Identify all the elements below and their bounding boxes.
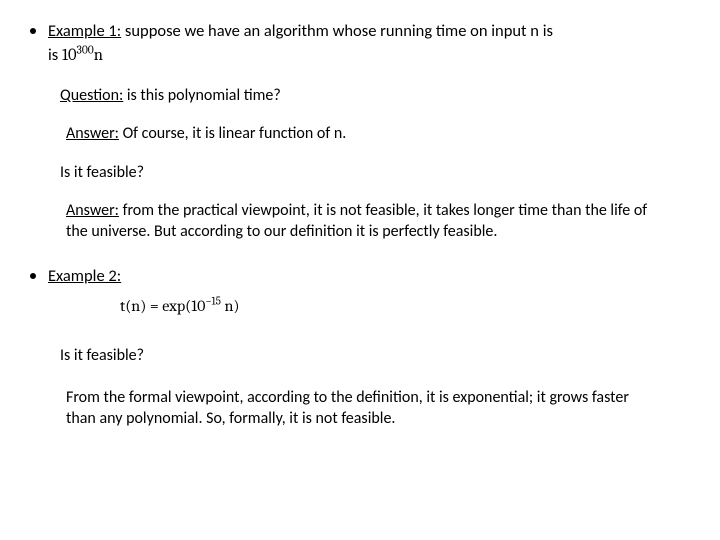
question-1-label: Question: (60, 86, 123, 105)
answer-2: Answer: from the practical viewpoint, it… (66, 200, 670, 243)
answer-2-text: from the practical viewpoint, it is not … (66, 201, 647, 242)
question-3: Is it feasible? (60, 345, 690, 367)
answer-2-label: Answer: (66, 201, 119, 220)
example-2-heading: Example 2: (30, 265, 690, 287)
question-1-text: is this polynomial time? (123, 86, 281, 105)
bullet-icon (30, 273, 36, 279)
example-1-formula: is 10300n (48, 45, 103, 65)
formula-exp: 300 (77, 43, 94, 56)
bullet-icon (30, 28, 36, 34)
answer-1-text: Of course, it is linear function of n. (119, 124, 346, 143)
example-2-label: Example 2: (48, 266, 121, 286)
formula-lhs: t(n) = exp( (120, 297, 191, 315)
example-1-heading: Example 1: suppose we have an algorithm … (30, 20, 690, 67)
answer-1: Answer: Of course, it is linear function… (66, 123, 690, 145)
formula-var: n (94, 46, 103, 65)
formula-base2: 10 (191, 297, 205, 315)
example-1-intro: suppose we have an algorithm whose runni… (121, 21, 553, 41)
formula-is: is (48, 45, 62, 65)
answer-3: From the formal viewpoint, according to … (66, 387, 650, 430)
formula-tail: n) (221, 297, 240, 315)
question-2: Is it feasible? (60, 162, 690, 184)
example-2-text: Example 2: (48, 265, 121, 287)
example-1-text: Example 1: suppose we have an algorithm … (48, 20, 553, 67)
example-1-label: Example 1: (48, 21, 121, 41)
formula-base: 10 (62, 46, 77, 65)
formula-exp2: −15 (205, 294, 221, 307)
answer-1-label: Answer: (66, 124, 119, 143)
example-2-formula: t(n) = exp(10−15 n) (120, 293, 690, 317)
question-1: Question: is this polynomial time? (60, 85, 690, 107)
